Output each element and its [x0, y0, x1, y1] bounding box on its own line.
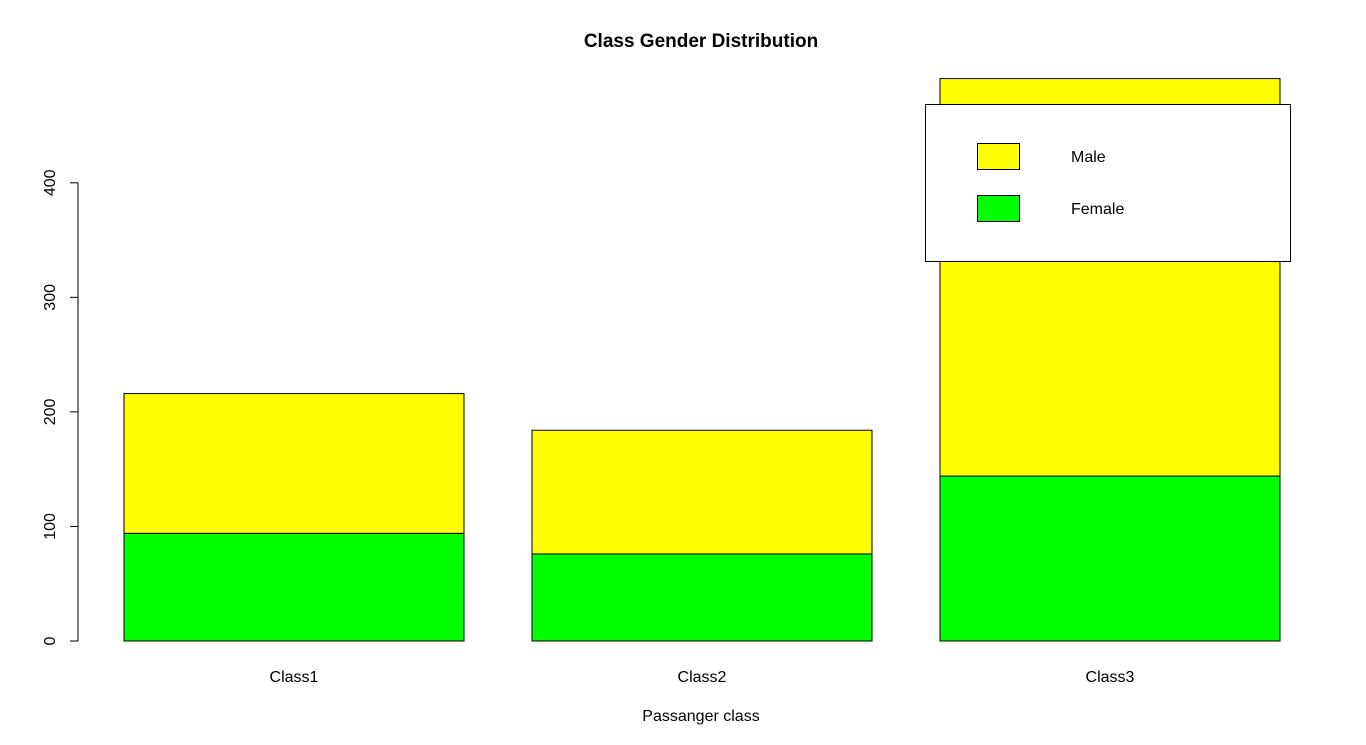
- legend-box: [925, 104, 1291, 262]
- legend-swatch-female: [977, 195, 1020, 222]
- bar-female-class1: [123, 532, 465, 642]
- bar-female-class2: [531, 553, 873, 642]
- x-axis-label: Passanger class: [642, 708, 759, 725]
- x-tick-label: Class1: [270, 669, 319, 686]
- y-tick-label: 300: [42, 284, 59, 311]
- bar-male-class2: [531, 429, 873, 555]
- bar-female-class3: [939, 475, 1281, 642]
- x-tick-label: Class3: [1086, 669, 1135, 686]
- legend-label-female: Female: [1071, 201, 1124, 218]
- legend: Male Female: [925, 104, 1291, 262]
- y-tick-label: 200: [42, 398, 59, 425]
- y-axis: 0 100 200 300 400: [42, 169, 79, 645]
- x-axis-labels: Class1 Class2 Class3: [270, 669, 1135, 686]
- legend-label-male: Male: [1071, 149, 1106, 166]
- x-tick-label: Class2: [678, 669, 727, 686]
- legend-swatch-male: [977, 143, 1020, 170]
- y-tick-label: 400: [42, 169, 59, 196]
- y-tick-label: 0: [42, 636, 59, 645]
- chart-title: Class Gender Distribution: [584, 31, 818, 52]
- bar-male-class1: [123, 393, 465, 534]
- y-tick-label: 100: [42, 513, 59, 540]
